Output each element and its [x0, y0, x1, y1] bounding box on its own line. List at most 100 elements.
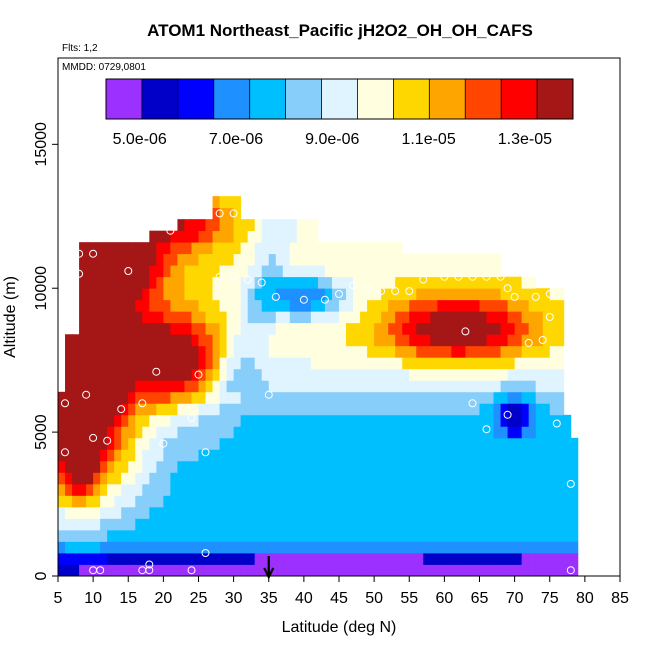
heatmap-cell — [402, 253, 410, 266]
heatmap-cell — [472, 437, 480, 450]
heatmap-cell — [296, 472, 305, 485]
heatmap-cell — [79, 414, 87, 427]
heatmap-cell — [247, 403, 256, 416]
heatmap-cell — [205, 380, 213, 393]
heatmap-cell — [402, 552, 410, 565]
heatmap-cell — [514, 368, 523, 381]
heatmap-cell — [114, 518, 122, 531]
heatmap-cell — [479, 322, 487, 335]
heatmap-cell — [156, 414, 164, 427]
heatmap-cell — [289, 529, 298, 542]
heatmap-cell — [268, 230, 277, 243]
observation-point — [187, 413, 196, 422]
heatmap-cell — [114, 345, 122, 358]
heatmap-cell — [458, 437, 466, 450]
heatmap-cell — [93, 357, 101, 370]
heatmap-cell — [381, 276, 389, 289]
heatmap-cell — [486, 380, 494, 393]
heatmap-cell — [317, 564, 326, 577]
heatmap-cell — [388, 472, 396, 485]
heatmap-cell — [346, 426, 354, 439]
heatmap-cell — [247, 230, 256, 243]
heatmap-cell — [219, 518, 227, 531]
heatmap-cell — [100, 334, 108, 347]
heatmap-cell — [72, 449, 80, 462]
heatmap-cell — [212, 449, 220, 462]
heatmap-cell — [317, 288, 326, 301]
heatmap-cell — [289, 391, 298, 404]
heatmap-cell — [254, 265, 263, 278]
heatmap-cell — [310, 265, 319, 278]
heatmap-cell — [374, 518, 382, 531]
heatmap-cell — [381, 449, 389, 462]
heatmap-cell — [226, 426, 235, 439]
heatmap-cell — [570, 449, 579, 462]
heatmap-cell — [317, 345, 326, 358]
heatmap-cell — [191, 334, 199, 347]
heatmap-cell — [331, 345, 340, 358]
heatmap-cell — [156, 311, 164, 324]
heatmap-cell — [388, 322, 396, 335]
heatmap-cell — [514, 414, 523, 427]
heatmap-cell — [430, 380, 438, 393]
heatmap-cell — [135, 483, 143, 496]
heatmap-cell — [535, 506, 544, 519]
heatmap-cell — [367, 414, 375, 427]
observation-point — [215, 209, 224, 218]
heatmap-cell — [65, 403, 73, 416]
heatmap-cell — [261, 541, 270, 554]
heatmap-cell — [275, 368, 284, 381]
heatmap-cell — [367, 288, 375, 301]
heatmap-cell — [486, 414, 494, 427]
heatmap-cell — [198, 403, 206, 416]
heatmap-cell — [184, 552, 192, 565]
heatmap-cell — [289, 288, 298, 301]
heatmap-cell — [388, 426, 396, 439]
heatmap-cell — [275, 495, 284, 508]
heatmap-cell — [219, 426, 227, 439]
heatmap-cell — [317, 299, 326, 312]
heatmap-cell — [556, 449, 565, 462]
heatmap-cell — [317, 552, 326, 565]
heatmap-cell — [86, 552, 94, 565]
heatmap-cell — [388, 564, 396, 577]
heatmap-cell — [360, 529, 368, 542]
observation-point — [363, 284, 372, 293]
heatmap-cell — [191, 242, 199, 255]
heatmap-cell — [163, 299, 171, 312]
heatmap-cell — [430, 391, 438, 404]
heatmap-cell — [360, 276, 368, 289]
heatmap-cell — [367, 403, 375, 416]
heatmap-cell — [388, 253, 396, 266]
heatmap-cell — [317, 495, 326, 508]
heatmap-cell — [458, 449, 466, 462]
heatmap-cell — [360, 242, 368, 255]
heatmap-cell — [500, 506, 508, 519]
heatmap-cell — [360, 357, 368, 370]
heatmap-cell — [353, 437, 361, 450]
heatmap-cell — [423, 311, 431, 324]
heatmap-cell — [430, 322, 438, 335]
heatmap-cell — [226, 495, 235, 508]
heatmap-cell — [254, 529, 263, 542]
heatmap-cell — [128, 311, 136, 324]
heatmap-cell — [423, 288, 431, 301]
heatmap-cell — [324, 552, 333, 565]
heatmap-cell — [205, 322, 213, 335]
heatmap-cell — [107, 541, 115, 554]
colorbar-segment — [465, 79, 502, 119]
heatmap-cell — [58, 403, 66, 416]
heatmap-cell — [493, 322, 501, 335]
heatmap-cell — [486, 288, 494, 301]
heatmap-cell — [395, 276, 403, 289]
heatmap-cell — [107, 357, 115, 370]
heatmap-cell — [289, 322, 298, 335]
heatmap-cell — [339, 426, 347, 439]
chart-title: ATOM1 Northeast_Pacific jH2O2_OH_OH_CAFS — [147, 21, 533, 40]
heatmap-cell — [556, 472, 565, 485]
heatmap-cell — [479, 541, 487, 554]
heatmap-cell — [121, 368, 129, 381]
heatmap-cell — [458, 495, 466, 508]
heatmap-cell — [107, 414, 115, 427]
heatmap-cell — [177, 449, 185, 462]
